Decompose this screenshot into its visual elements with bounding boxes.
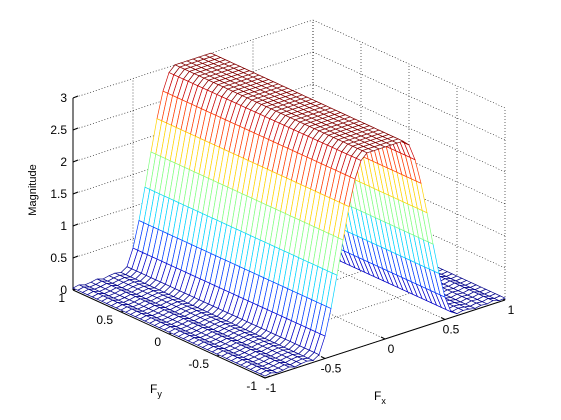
- grid-line: [312, 51, 506, 141]
- tick-mark: [72, 159, 79, 163]
- y-axis-label-main: F: [150, 382, 157, 396]
- y-tick-label: -1: [246, 379, 257, 393]
- x-tick-label: -0.5: [321, 362, 342, 376]
- y-axis-label: Fy: [150, 382, 162, 399]
- x-tick-label: -1: [266, 381, 277, 395]
- z-tick-label: 2.5: [50, 123, 67, 137]
- z-tick-label: 0.5: [50, 251, 67, 265]
- x-axis-label: Fx: [374, 389, 386, 406]
- y-tick-label: 0.5: [96, 313, 113, 327]
- z-tick-label: 1.5: [50, 187, 67, 201]
- x-tick-label: 0: [388, 342, 395, 356]
- z-tick-label: 3: [60, 91, 67, 105]
- z-axis-label: Magnitude: [27, 164, 39, 215]
- mesh-cell: [259, 370, 272, 377]
- tick-mark: [72, 255, 79, 259]
- grid-line: [312, 83, 506, 173]
- tick-mark: [380, 336, 386, 340]
- y-axis-label-sub: y: [157, 389, 162, 399]
- x-tick-label: 1: [508, 303, 515, 317]
- x-axis-label-sub: x: [381, 396, 386, 406]
- tick-mark: [72, 191, 79, 195]
- tick-mark: [72, 127, 79, 131]
- tick-mark: [320, 356, 326, 359]
- tick-mark: [72, 95, 79, 99]
- x-axis-label-main: F: [374, 389, 381, 403]
- z-tick-label: 2: [60, 155, 67, 169]
- y-tick-label: -0.5: [188, 357, 209, 371]
- tick-mark: [440, 317, 446, 320]
- z-tick-label: 1: [60, 219, 67, 233]
- z-tick-label: 0: [60, 283, 67, 297]
- tick-mark: [72, 223, 79, 227]
- y-tick-label: 0: [154, 335, 161, 349]
- tick-mark: [264, 375, 271, 379]
- x-tick-label: 0.5: [443, 323, 460, 337]
- tick-mark: [260, 375, 266, 379]
- y-tick-label: 1: [58, 291, 65, 305]
- grid-line: [312, 19, 506, 109]
